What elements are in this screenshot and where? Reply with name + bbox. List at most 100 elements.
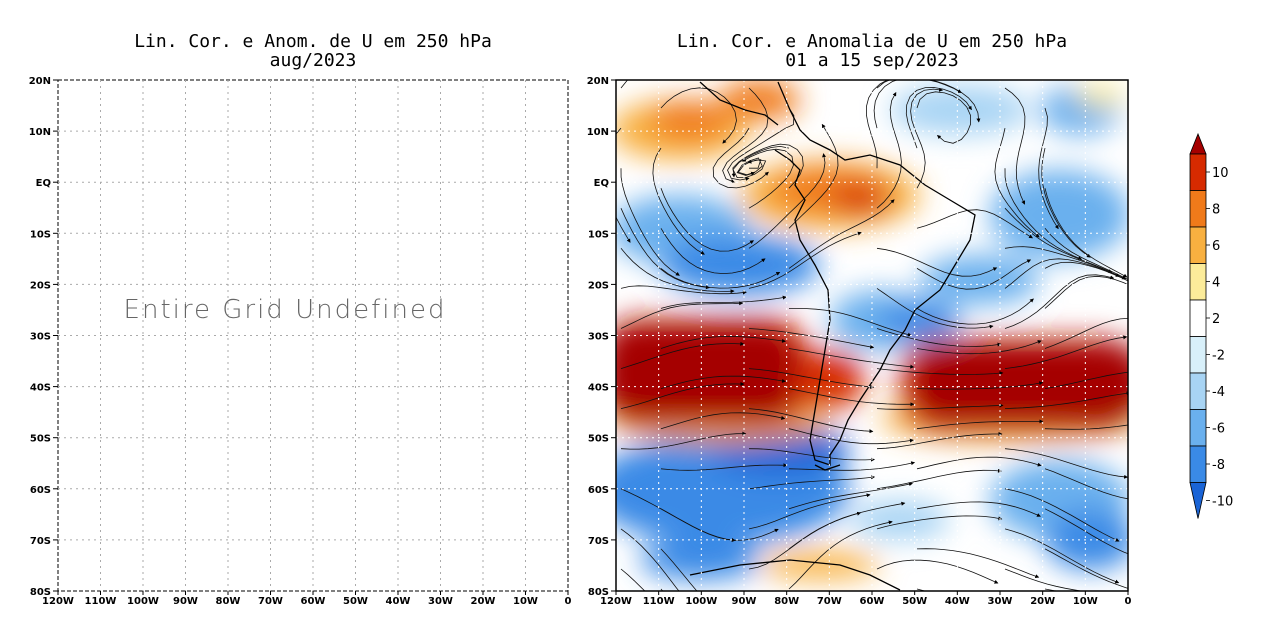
streamline: [748, 368, 875, 389]
streamline: [876, 92, 902, 209]
lon-tick-label: 20W: [471, 596, 496, 607]
lon-tick-label: 0: [565, 596, 572, 607]
streamline: [1044, 468, 1128, 500]
streamline: [876, 368, 1004, 376]
streamline: [1004, 258, 1120, 289]
streamline: [660, 295, 787, 309]
streamline: [660, 87, 737, 144]
streamline: [620, 382, 745, 409]
streamline: [1044, 228, 1128, 280]
lon-tick-label: 110W: [85, 596, 117, 607]
lat-tick-label: 10N: [29, 127, 51, 138]
streamline: [620, 285, 747, 295]
colorbar-box: [1189, 153, 1207, 191]
streamline: [876, 559, 999, 584]
streamline: [620, 208, 710, 290]
colorbar-label: 2: [1212, 312, 1220, 327]
colorbar-label: 6: [1212, 239, 1220, 254]
streamline: [916, 419, 1044, 430]
streamline: [1041, 148, 1091, 258]
streamline: [736, 157, 763, 176]
lat-tick-label: 40S: [30, 383, 51, 394]
lon-tick-label: 50W: [343, 596, 368, 607]
left-gridlines: [58, 80, 568, 591]
right-title-line2: 01 a 15 sep/2023: [785, 50, 959, 71]
lon-tick-label: 60W: [860, 596, 885, 607]
lat-tick-label: 50S: [30, 434, 51, 445]
streamline: [788, 199, 895, 269]
streamline: [1044, 588, 1060, 591]
lon-tick-label: 10W: [513, 596, 538, 607]
streamline: [916, 501, 1041, 517]
lat-tick-label: 40S: [588, 383, 609, 394]
lat-tick-label: 30S: [588, 332, 609, 343]
lon-tick-label: 80W: [774, 596, 799, 607]
streamline: [660, 228, 766, 275]
lon-tick-label: 120W: [42, 596, 74, 607]
right-lon-labels: 120W 110W 100W 90W 80W 70W 60W 50W 40W 30W 20W 10W 0: [600, 591, 1132, 607]
streamline: [916, 456, 1042, 470]
colorbar-labels: 10 8 6 4 2 -2 -4 -6 -8 -10: [1206, 166, 1233, 510]
streamline: [1004, 168, 1083, 260]
lon-tick-label: 20W: [1030, 596, 1055, 607]
streamline: [865, 80, 889, 169]
streamline: [876, 288, 994, 329]
streamline: [916, 91, 971, 144]
colorbar-label: -4: [1212, 385, 1225, 400]
streamline: [660, 375, 786, 389]
streamline: [1004, 448, 1128, 479]
lat-tick-label: EQ: [594, 178, 609, 189]
left-title-line1: Lin. Cor. e Anom. de U em 250 hPa: [134, 31, 492, 52]
colorbar-box: [1189, 226, 1207, 264]
streamline: [748, 448, 875, 462]
streamline: [1004, 87, 1026, 205]
lat-tick-label: 80S: [588, 587, 609, 598]
lon-tick-label: 60W: [301, 596, 326, 607]
streamline: [748, 153, 827, 249]
lat-tick-label: 20N: [29, 76, 51, 87]
streamline: [876, 468, 1002, 490]
lon-tick-label: 40W: [386, 596, 411, 607]
lon-tick-label: 100W: [127, 596, 159, 607]
streamline: [1004, 246, 1127, 280]
streamline: [748, 408, 874, 434]
streamline: [620, 168, 680, 276]
streamline: [1044, 424, 1128, 430]
lat-tick-label: 20S: [588, 280, 609, 291]
streamline: [652, 147, 705, 255]
streamline: [876, 432, 1003, 450]
streamline: [1004, 274, 1115, 329]
streamline: [916, 340, 1042, 355]
lon-tick-label: 40W: [945, 596, 970, 607]
colorbar-label: -6: [1212, 422, 1225, 437]
lon-tick-label: 110W: [643, 596, 675, 607]
streamline: [1044, 508, 1128, 555]
streamline: [994, 128, 1040, 238]
streamline: [788, 428, 914, 445]
streamline: [1004, 528, 1120, 584]
colorbar-box: [1189, 263, 1207, 301]
colorbar-boxes: [1189, 132, 1207, 519]
colorbar-box: [1189, 445, 1207, 483]
streamline: [916, 209, 1033, 239]
lon-tick-label: 10W: [1073, 596, 1098, 607]
streamline: [1004, 335, 1128, 369]
streamline: [660, 412, 786, 430]
streamline: [876, 328, 1002, 347]
left-title-line2: aug/2023: [269, 50, 357, 71]
streamline: [788, 520, 893, 590]
colorbar-label: -2: [1212, 349, 1225, 364]
streamline: [1044, 275, 1128, 309]
streamline: [620, 528, 680, 591]
lat-tick-label: 50S: [588, 434, 609, 445]
left-lon-labels: 120W 110W 100W 90W 80W 70W 60W 50W 40W 30W 20W 10W 0: [42, 591, 572, 607]
streamline: [620, 568, 646, 591]
streamline: [788, 348, 915, 369]
colorbar-label: -10: [1212, 495, 1233, 510]
streamline: [712, 127, 769, 189]
left-map-panel: Entire Grid Undefined 20N 10N EQ 10S 20S 30S 4…: [29, 76, 572, 607]
streamline: [742, 148, 794, 209]
lon-tick-label: 70W: [258, 596, 283, 607]
streamline: [727, 107, 795, 181]
streamline: [788, 482, 913, 510]
